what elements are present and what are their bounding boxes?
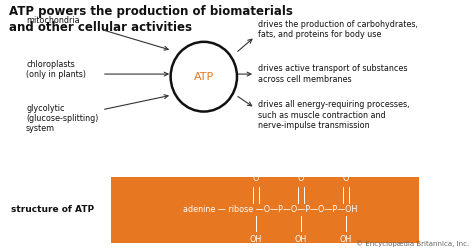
Text: glycolytic
(glucose-splitting)
system: glycolytic (glucose-splitting) system (26, 104, 99, 133)
Text: drives the production of carbohydrates,
fats, and proteins for body use: drives the production of carbohydrates, … (258, 20, 418, 39)
Text: © Encyclopædia Britannica, Inc.: © Encyclopædia Britannica, Inc. (356, 241, 469, 248)
Text: OH: OH (340, 236, 352, 245)
Ellipse shape (171, 42, 237, 112)
Text: drives active transport of substances
across cell membranes: drives active transport of substances ac… (258, 64, 408, 84)
Text: chloroplasts
(only in plants): chloroplasts (only in plants) (26, 60, 86, 79)
Text: O: O (298, 174, 304, 183)
Text: O: O (253, 174, 259, 183)
Text: structure of ATP: structure of ATP (10, 205, 94, 214)
Text: mitochondria: mitochondria (26, 16, 80, 25)
Text: ATP: ATP (194, 72, 214, 82)
Text: O: O (343, 174, 349, 183)
Text: OH: OH (250, 236, 262, 245)
Text: adenine — ribose —O—P—O—P—O—P—OH: adenine — ribose —O—P—O—P—O—P—OH (183, 205, 357, 214)
FancyBboxPatch shape (111, 177, 419, 243)
Text: OH: OH (295, 236, 307, 245)
Text: ATP powers the production of biomaterials
and other cellular activities: ATP powers the production of biomaterial… (9, 5, 293, 34)
Text: drives all energy-requiring processes,
such as muscle contraction and
nerve-impu: drives all energy-requiring processes, s… (258, 100, 410, 130)
